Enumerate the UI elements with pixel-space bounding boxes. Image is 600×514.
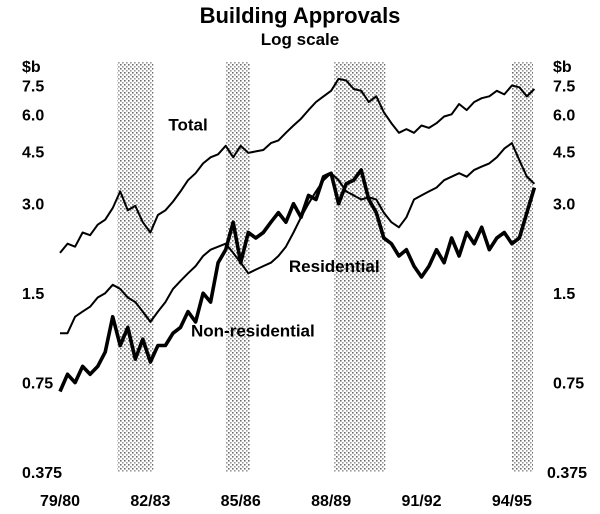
series-label-non-residential: Non-residential [191, 322, 315, 341]
series-labels: Total Residential Non-residential [168, 115, 379, 340]
y-tick-right-1: 0.375 [547, 465, 587, 482]
y-tick-right-7: 7.5 [553, 79, 575, 96]
y-tick-right-4: 3.0 [553, 197, 575, 214]
y-tick-left-3: 1.5 [22, 286, 44, 303]
y-tick-left-7: 7.5 [22, 79, 44, 96]
shaded-period-1 [117, 62, 154, 472]
y-tick-left-2: 0.75 [22, 376, 53, 393]
x-tick-4: 88/89 [311, 493, 351, 510]
y-tick-right-6: 6.0 [553, 107, 575, 124]
chart-title: Building Approvals [200, 3, 401, 28]
x-tick-1: 79/80 [40, 493, 80, 510]
series-line-residential [60, 142, 536, 335]
shaded-period-4 [511, 62, 533, 472]
series-label-total: Total [168, 115, 207, 134]
y-unit-right: $b [553, 59, 572, 76]
y-axis-right-ticks: 0.375 0.75 1.5 3.0 4.5 6.0 7.5 [547, 79, 587, 483]
y-tick-left-1: 0.375 [22, 465, 62, 482]
x-tick-6: 94/95 [492, 493, 532, 510]
y-unit-left: $b [22, 59, 41, 76]
y-tick-left-5: 4.5 [22, 144, 44, 161]
series-line-total [59, 77, 536, 254]
y-tick-left-6: 6.0 [22, 107, 44, 124]
y-axis-left-ticks: 0.375 0.75 1.5 3.0 4.5 6.0 7.5 [22, 79, 62, 483]
series-label-residential: Residential [289, 257, 380, 276]
x-tick-2: 82/83 [130, 493, 170, 510]
x-axis-ticks: 79/80 82/83 85/86 88/89 91/92 94/95 [40, 493, 532, 510]
shaded-period-2 [225, 62, 250, 472]
shaded-periods [117, 62, 533, 472]
y-tick-right-5: 4.5 [553, 144, 575, 161]
y-tick-right-2: 0.75 [553, 376, 584, 393]
x-tick-3: 85/86 [221, 493, 261, 510]
series-lines [58, 77, 537, 393]
series-line-non-residential [58, 168, 537, 393]
y-tick-right-3: 1.5 [553, 286, 575, 303]
y-tick-left-4: 3.0 [22, 197, 44, 214]
chart-subtitle: Log scale [261, 30, 339, 49]
shaded-period-3 [334, 62, 386, 472]
x-tick-5: 91/92 [401, 493, 441, 510]
